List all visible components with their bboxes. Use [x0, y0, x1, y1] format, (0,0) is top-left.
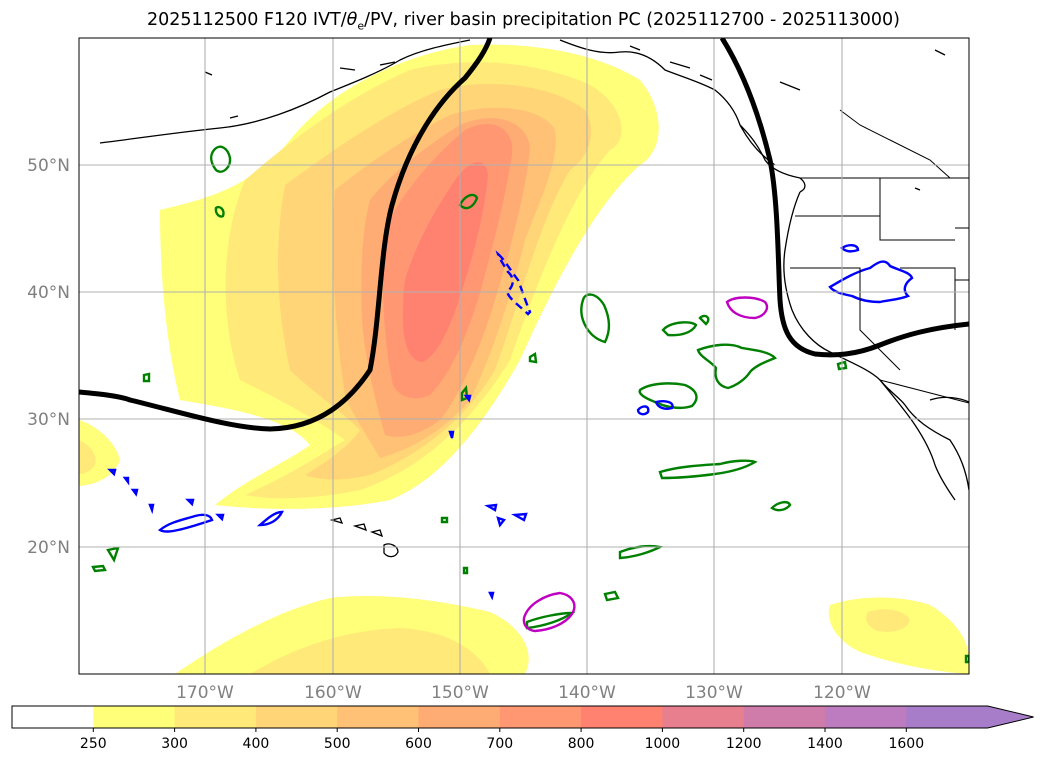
ivt-sub-pacific-300 [250, 628, 490, 674]
colorbar-segment [743, 706, 826, 728]
pv-contours [79, 38, 969, 432]
colorbar-tick-label: 1600 [888, 736, 924, 752]
pv-contour-east [719, 38, 969, 358]
blue-contours [107, 244, 914, 601]
pv-contour-west [79, 38, 493, 432]
ivt-east-250 [828, 597, 969, 674]
boundary-ca-nv [790, 267, 901, 371]
ivt-level-800 [403, 162, 488, 362]
blue-contour [840, 244, 860, 253]
ivt-filled-contours [79, 44, 969, 674]
map-frame [78, 37, 970, 675]
latitude-labels: 50°N 40°N 30°N 20°N [27, 156, 70, 558]
boundary-canada-prov [839, 109, 951, 179]
green-contour [603, 590, 620, 602]
colorbar-segment [12, 706, 94, 728]
lat-label: 30°N [27, 410, 70, 430]
boundary-id [879, 178, 955, 241]
coastline-baja [879, 379, 969, 501]
magenta-contour [522, 591, 576, 633]
ivt-east-300 [866, 609, 910, 632]
colorbar-segment [499, 706, 582, 728]
coastlines [99, 39, 969, 558]
political-boundaries [790, 109, 969, 404]
canada-islands [629, 45, 946, 191]
green-contour [661, 314, 710, 337]
magenta-contours [522, 296, 769, 633]
blue-contour [157, 513, 214, 533]
lon-label: 120°W [813, 683, 871, 703]
colorbar-segment [337, 706, 419, 728]
green-contour [658, 459, 758, 480]
green-contour [440, 516, 469, 575]
colorbar-segment [662, 706, 745, 728]
boundary-ut-az [900, 227, 969, 281]
colorbar-segment [581, 706, 663, 728]
colorbar-segment [825, 706, 907, 728]
green-contour [836, 360, 969, 664]
colorbar-segment [906, 706, 1034, 728]
map-content [79, 38, 969, 674]
blue-contour [107, 468, 225, 522]
lon-label: 150°W [431, 683, 489, 703]
colorbar-tick-label: 1200 [726, 736, 762, 752]
lat-label: 40°N [27, 283, 70, 303]
colorbar-tick-label: 250 [80, 736, 107, 752]
boundary-us-mexico [879, 379, 969, 404]
colorbar-segment [174, 706, 257, 728]
green-contour [458, 193, 479, 210]
green-contour [770, 500, 792, 512]
map-title: 2025112500 F120 IVT/θe/PV, river basin p… [146, 10, 901, 33]
ivt-west-300 [79, 440, 96, 474]
longitude-labels: 170°W 160°W 150°W 140°W 130°W 120°W [176, 683, 871, 703]
colorbar-outline [11, 705, 1034, 729]
lat-label: 50°N [27, 156, 70, 176]
green-contour [210, 145, 232, 173]
coastline-alaska-peninsula [99, 39, 471, 144]
colorbar-tick-label: 800 [568, 736, 595, 752]
colorbar-tick-label: 500 [324, 736, 351, 752]
lon-label: 130°W [685, 683, 743, 703]
blue-contour [484, 503, 528, 528]
lon-label: 160°W [304, 683, 362, 703]
green-contour [528, 352, 538, 364]
colorbar-segment [418, 706, 501, 728]
blue-contour [256, 510, 284, 527]
green-contour [214, 205, 225, 218]
colorbar: 250 300 400 500 600 700 800 1000 1200 1400 1600 [11, 705, 1034, 752]
colorbar-segment [255, 706, 338, 728]
lon-label: 170°W [176, 683, 234, 703]
coastline-bc [739, 124, 806, 193]
coastline-alaska-south [559, 39, 776, 166]
green-contour [91, 546, 120, 573]
magenta-contour [725, 296, 769, 320]
blue-contour [495, 250, 532, 316]
colorbar-tick-label: 600 [405, 736, 432, 752]
blue-contour [828, 260, 914, 304]
green-contour [696, 343, 777, 390]
lat-label: 20°N [27, 538, 70, 558]
green-contour [142, 372, 151, 383]
colorbar-tick-label: 700 [486, 736, 513, 752]
blue-contour [448, 394, 495, 601]
gridlines [79, 38, 969, 674]
colorbar-tick-label: 300 [161, 736, 188, 752]
coastline-mexico [929, 396, 969, 403]
hawaii-islands [329, 517, 399, 558]
green-contour [580, 293, 611, 344]
green-contour [638, 382, 698, 410]
blue-contour [636, 400, 674, 416]
colorbar-tick-label: 400 [243, 736, 270, 752]
alaska-islands [204, 61, 396, 119]
lon-label: 140°W [558, 683, 616, 703]
colorbar-tick-label: 1400 [807, 736, 843, 752]
colorbar-segment [93, 706, 176, 728]
green-contours [91, 145, 969, 664]
colorbar-tick-label: 1000 [645, 736, 681, 752]
